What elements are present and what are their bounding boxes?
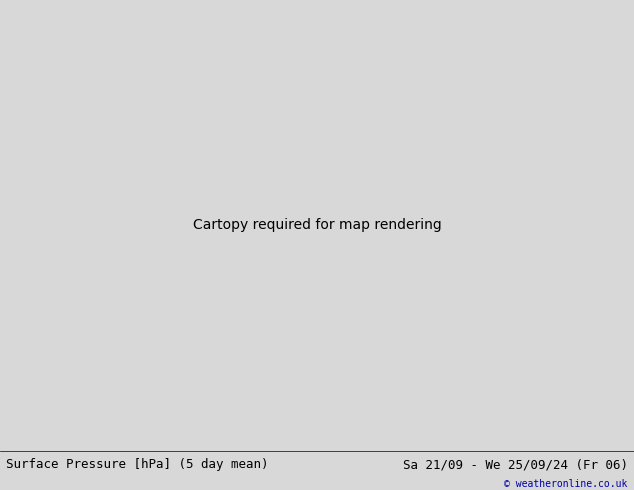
Text: Cartopy required for map rendering: Cartopy required for map rendering [193,219,441,232]
Text: Sa 21/09 - We 25/09/24 (Fr 06): Sa 21/09 - We 25/09/24 (Fr 06) [403,458,628,471]
Text: Surface Pressure [hPa] (5 day mean): Surface Pressure [hPa] (5 day mean) [6,458,269,471]
Text: © weatheronline.co.uk: © weatheronline.co.uk [504,479,628,489]
